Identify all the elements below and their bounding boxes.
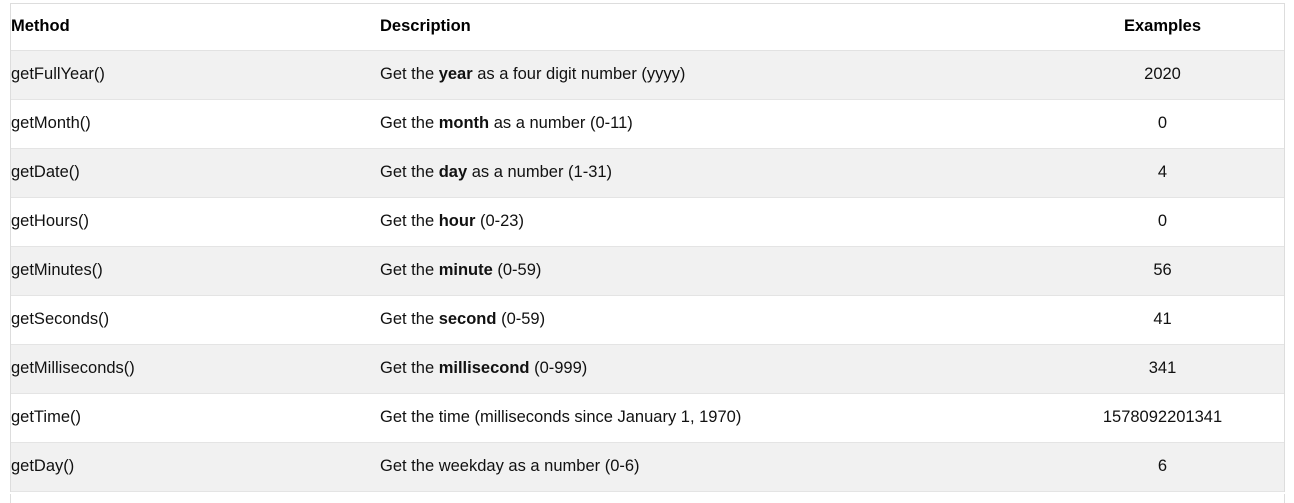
column-header-examples: Examples bbox=[1041, 4, 1284, 51]
table-row: getTime() Get the time (milliseconds sinc… bbox=[11, 393, 1284, 443]
description-suffix: (0-59) bbox=[492, 260, 542, 279]
cell-method: getMonth() bbox=[11, 99, 380, 149]
cell-example: 0 bbox=[1041, 99, 1284, 149]
column-header-description: Description bbox=[380, 4, 1041, 51]
cell-example: 0 bbox=[1041, 197, 1284, 247]
cell-method: getDay() bbox=[11, 442, 380, 492]
cell-description: Get the minute (0-59) bbox=[380, 246, 1041, 296]
cell-description: Get the year as a four digit number (yyy… bbox=[380, 50, 1041, 100]
column-header-method: Method bbox=[11, 4, 380, 51]
cell-example: 2020 bbox=[1041, 50, 1284, 100]
table-header-row: Method Description Examples bbox=[11, 4, 1284, 51]
description-emphasis: month bbox=[438, 113, 490, 132]
table-row: getFullYear() Get the year as a four digi… bbox=[11, 50, 1284, 100]
cell-method: getHours() bbox=[11, 197, 380, 247]
cell-description: Get the month as a number (0-11) bbox=[380, 99, 1041, 149]
description-suffix: (0-23) bbox=[475, 211, 524, 230]
description-prefix: Get the bbox=[380, 211, 439, 230]
description-prefix: Get the time (milliseconds since January… bbox=[380, 407, 742, 426]
cell-method: getMinutes() bbox=[11, 246, 380, 296]
description-prefix: Get the bbox=[380, 309, 439, 328]
cell-description: Get the time (milliseconds since January… bbox=[380, 393, 1041, 443]
description-emphasis: second bbox=[438, 309, 497, 328]
table-row: getDay() Get the weekday as a number (0-6… bbox=[11, 442, 1284, 492]
table-row: getSeconds() Get the second (0-59) 41 bbox=[11, 295, 1284, 345]
table-row: getMinutes() Get the minute (0-59) 56 bbox=[11, 246, 1284, 296]
date-methods-table-container: Method Description Examples getFullYear(… bbox=[10, 3, 1285, 492]
table-row: getMilliseconds() Get the millisecond (0-… bbox=[11, 344, 1284, 394]
description-prefix: Get the weekday as a number (0-6) bbox=[380, 456, 640, 475]
date-methods-table: Method Description Examples getFullYear(… bbox=[11, 4, 1284, 492]
cell-description: Get the hour (0-23) bbox=[380, 197, 1041, 247]
description-suffix: (0-999) bbox=[529, 358, 588, 377]
description-emphasis: day bbox=[438, 162, 468, 181]
description-emphasis: minute bbox=[438, 260, 493, 279]
table-header: Method Description Examples bbox=[11, 4, 1284, 51]
description-suffix: as a number (1-31) bbox=[467, 162, 613, 181]
description-prefix: Get the bbox=[380, 113, 439, 132]
cell-example: 4 bbox=[1041, 148, 1284, 198]
cell-method: getDate() bbox=[11, 148, 380, 198]
table-row: getDate() Get the day as a number (1-31) 4 bbox=[11, 148, 1284, 198]
cell-method: getTime() bbox=[11, 393, 380, 443]
cell-method: getMilliseconds() bbox=[11, 344, 380, 394]
description-suffix: (0-59) bbox=[496, 309, 546, 328]
cell-example: 341 bbox=[1041, 344, 1284, 394]
description-emphasis: millisecond bbox=[438, 358, 530, 377]
cell-example: 1578092201341 bbox=[1041, 393, 1284, 443]
cell-example: 41 bbox=[1041, 295, 1284, 345]
cell-method: getFullYear() bbox=[11, 50, 380, 100]
description-suffix: as a four digit number (yyyy) bbox=[472, 64, 686, 83]
table-bottom-overflow-row bbox=[10, 494, 1285, 503]
description-prefix: Get the bbox=[380, 162, 439, 181]
cell-example: 6 bbox=[1041, 442, 1284, 492]
cell-description: Get the weekday as a number (0-6) bbox=[380, 442, 1041, 492]
cell-description: Get the millisecond (0-999) bbox=[380, 344, 1041, 394]
cell-method: getSeconds() bbox=[11, 295, 380, 345]
description-prefix: Get the bbox=[380, 260, 439, 279]
table-row: getMonth() Get the month as a number (0-1… bbox=[11, 99, 1284, 149]
cell-description: Get the second (0-59) bbox=[380, 295, 1041, 345]
description-suffix: as a number (0-11) bbox=[489, 113, 633, 132]
description-emphasis: hour bbox=[438, 211, 476, 230]
cell-example: 56 bbox=[1041, 246, 1284, 296]
table-row: getHours() Get the hour (0-23) 0 bbox=[11, 197, 1284, 247]
cell-description: Get the day as a number (1-31) bbox=[380, 148, 1041, 198]
description-prefix: Get the bbox=[380, 358, 439, 377]
description-emphasis: year bbox=[438, 64, 473, 83]
description-prefix: Get the bbox=[380, 64, 439, 83]
table-body: getFullYear() Get the year as a four digi… bbox=[11, 50, 1284, 492]
